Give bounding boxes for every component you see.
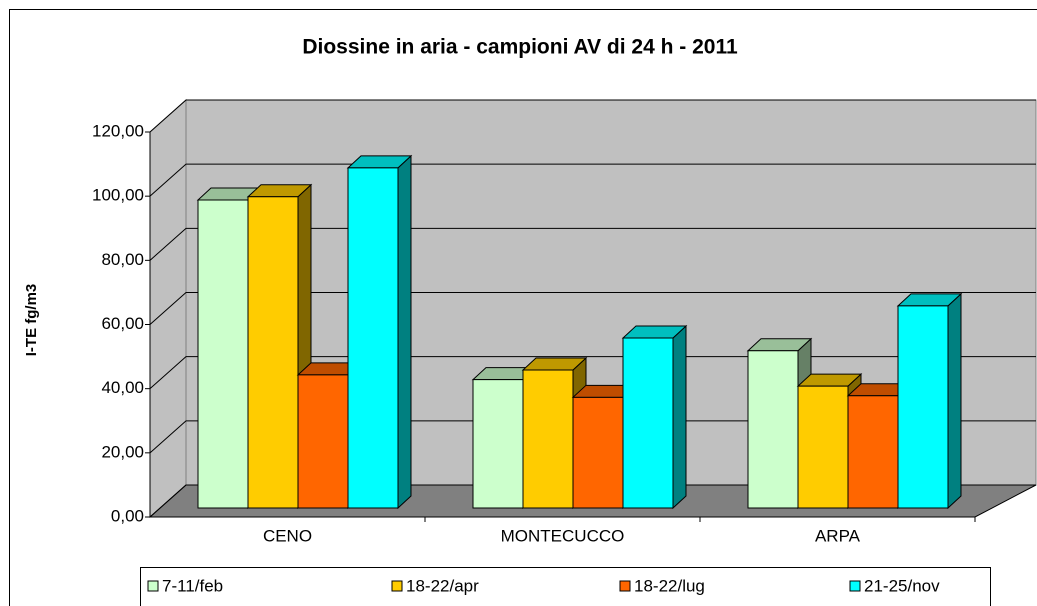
bar-front xyxy=(522,369,574,509)
bar-side xyxy=(947,292,962,510)
x-tick-label: MONTECUCCO xyxy=(501,526,625,545)
bar-front xyxy=(197,199,249,509)
bar-front xyxy=(297,374,349,509)
x-tick-label: CENO xyxy=(263,526,312,545)
grid-line xyxy=(149,292,1036,325)
y-tick-label: 80,00 xyxy=(101,250,144,269)
y-tick-label: 60,00 xyxy=(101,314,144,333)
grid-line xyxy=(149,227,1036,261)
bar xyxy=(621,324,688,510)
bar-front xyxy=(897,305,949,509)
y-axis-label: I-TE fg/m3 xyxy=(23,284,40,357)
legend-swatch xyxy=(391,580,403,592)
bar-front xyxy=(347,167,399,509)
y-tick-label: 0,00 xyxy=(111,506,144,525)
legend-label: 21-25/nov xyxy=(864,576,940,595)
legend-swatch xyxy=(849,580,861,592)
legend-label: 18-22/lug xyxy=(634,576,705,595)
x-tick-label: ARPA xyxy=(815,526,861,545)
bar-front xyxy=(747,350,799,509)
y-tick-label: 100,00 xyxy=(92,186,144,205)
bar-front xyxy=(472,379,524,509)
legend-swatch xyxy=(619,580,631,592)
legend-label: 7-11/feb xyxy=(162,576,223,595)
grid-line xyxy=(149,99,1036,133)
legend-label: 18-22/apr xyxy=(406,576,479,595)
chart-title: Diossine in aria - campioni AV di 24 h -… xyxy=(302,36,738,59)
y-tick-label: 20,00 xyxy=(101,442,144,461)
bar-front xyxy=(622,337,674,509)
bar-front xyxy=(247,196,299,509)
bar xyxy=(346,154,413,510)
y-tick-label: 40,00 xyxy=(101,378,144,397)
grid-line xyxy=(149,163,1036,197)
bar-front xyxy=(797,385,849,509)
legend-swatch xyxy=(147,580,159,592)
y-tick-label: 120,00 xyxy=(92,121,144,140)
bar-side xyxy=(672,324,687,510)
bar-front xyxy=(572,396,624,509)
bar xyxy=(896,292,963,510)
legend-box xyxy=(140,567,991,606)
bar-side xyxy=(397,154,412,510)
bar-front xyxy=(847,395,899,509)
